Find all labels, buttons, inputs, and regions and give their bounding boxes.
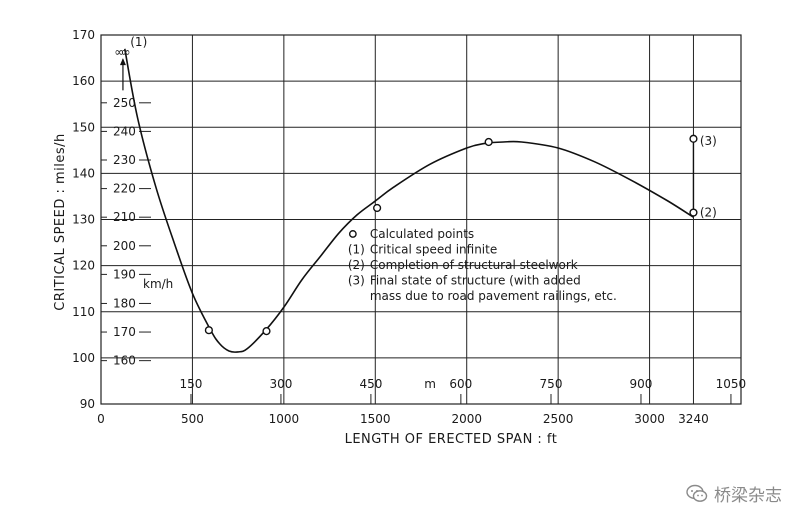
legend-entry-4: mass due to road pavement railings, etc. <box>370 289 617 303</box>
legend-entry-1: Critical speed infinite <box>370 242 497 256</box>
x-tick-2500: 2500 <box>543 412 574 426</box>
secondary-x-unit: m <box>424 377 436 391</box>
legend-marker-2: (2) <box>348 258 365 272</box>
legend-marker-1: (1) <box>348 242 365 256</box>
secondary-x-ticks: 150 300 450 600 750 900 1050 <box>180 377 747 404</box>
y2-tick-230: 230 <box>113 153 136 167</box>
calculated-point-3 <box>484 137 493 147</box>
y2-tick-170: 170 <box>113 325 136 339</box>
infinite-marker-1: ∞ <box>121 45 131 59</box>
legend-entry-2: Completion of structural steelwork <box>370 258 578 272</box>
y2-tick-240: 240 <box>113 124 136 138</box>
calculated-points <box>204 134 698 336</box>
x-tick-2000: 2000 <box>451 412 482 426</box>
legend-entry-0: Calculated points <box>370 227 474 241</box>
y2-tick-250: 250 <box>113 96 136 110</box>
y-tick-130: 130 <box>72 213 95 227</box>
calculated-point-1 <box>262 327 271 336</box>
y-tick-150: 150 <box>72 120 95 134</box>
y2-tick-190: 190 <box>113 267 136 281</box>
x2-tick-1050: 1050 <box>716 377 747 391</box>
secondary-y-unit: km/h <box>143 277 173 291</box>
x-tick-0: 0 <box>97 412 105 426</box>
legend-marker-0 <box>348 230 357 238</box>
legend-entry-3: Final state of structure (with added <box>370 273 581 287</box>
grid <box>101 35 741 404</box>
y-tick-110: 110 <box>72 305 95 319</box>
y-ticks: 90 100 110 120 130 140 150 160 170 <box>72 28 95 411</box>
calculated-point-2 <box>373 203 382 213</box>
x2-tick-900: 900 <box>630 377 653 391</box>
point-label-2: (2) <box>700 206 717 220</box>
watermark: 桥梁杂志 <box>686 481 782 506</box>
x-tick-500: 500 <box>181 412 204 426</box>
y-tick-160: 160 <box>72 74 95 88</box>
y-axis-title: CRITICAL SPEED : miles/h <box>53 133 68 311</box>
x-tick-1000: 1000 <box>269 412 300 426</box>
infinite-marker-0: ∞ <box>114 45 124 59</box>
y2-tick-180: 180 <box>113 296 136 310</box>
y2-tick-210: 210 <box>113 210 136 224</box>
y2-tick-160: 160 <box>113 354 136 368</box>
x2-tick-300: 300 <box>269 377 292 391</box>
y2-tick-200: 200 <box>113 239 136 253</box>
calculated-point-final <box>689 134 698 143</box>
y-tick-100: 100 <box>72 351 95 365</box>
legend-marker-3: (3) <box>348 273 365 287</box>
calculated-point-4 <box>689 208 698 217</box>
x-ticks: 0 500 1000 1500 2000 2500 3000 3240 <box>97 412 709 426</box>
x2-tick-750: 750 <box>540 377 563 391</box>
secondary-y-ticks: 160 170 180 190 200 210 220 230 240 250 <box>101 96 151 368</box>
wechat-icon <box>686 484 708 502</box>
y2-tick-220: 220 <box>113 182 136 196</box>
plot-frame <box>100 34 742 405</box>
y-tick-90: 90 <box>80 397 95 411</box>
legend: Calculated points (1) Critical speed infin… <box>348 227 617 303</box>
x2-tick-150: 150 <box>180 377 203 391</box>
point-labels: ∞∞(1)(3)(2) <box>114 35 717 220</box>
x-axis-title: LENGTH OF ERECTED SPAN : ft <box>345 432 558 447</box>
x2-tick-600: 600 <box>449 377 472 391</box>
infinite-arrow-head <box>119 58 126 66</box>
point-label-0: (1) <box>130 35 147 49</box>
y-tick-120: 120 <box>72 259 95 273</box>
x-tick-1500: 1500 <box>360 412 391 426</box>
x2-tick-450: 450 <box>359 377 382 391</box>
critical-speed-curve <box>124 48 694 353</box>
y-tick-170: 170 <box>72 28 95 42</box>
watermark-text: 桥梁杂志 <box>714 486 782 506</box>
point-label-1: (3) <box>700 134 717 148</box>
calculated-point-0 <box>204 326 213 335</box>
x-tick-3240: 3240 <box>678 412 709 426</box>
x-tick-3000: 3000 <box>634 412 665 426</box>
y-tick-140: 140 <box>72 166 95 180</box>
